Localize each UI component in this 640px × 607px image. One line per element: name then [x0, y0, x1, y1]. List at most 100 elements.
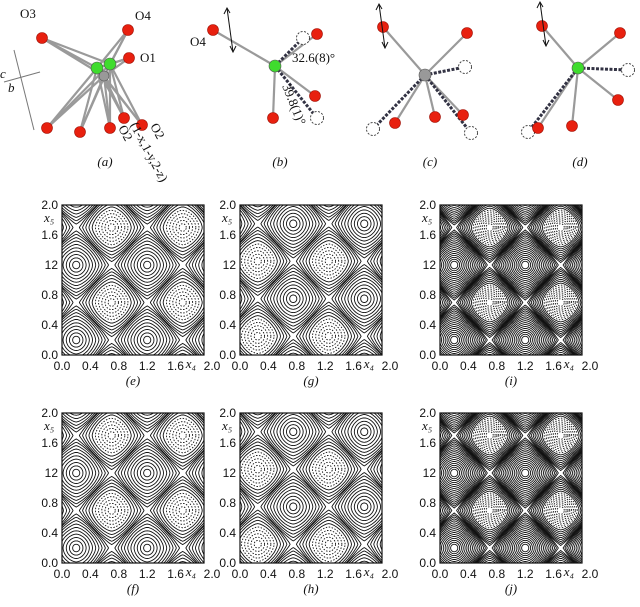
contour: [153, 271, 204, 334]
contour: [513, 460, 537, 486]
contour: [144, 394, 151, 402]
contour: [593, 186, 600, 193]
contour: [579, 332, 582, 348]
contour: [534, 413, 582, 464]
contour-plot: [62, 180, 204, 355]
contour: [69, 332, 84, 348]
contour: [532, 272, 582, 333]
contour: [515, 254, 535, 276]
contour: [556, 506, 565, 515]
contour: [549, 498, 573, 523]
contour: [564, 243, 582, 287]
contour: [104, 502, 119, 519]
contour: [585, 178, 607, 201]
bond: [96, 29, 129, 69]
contour: [556, 431, 565, 440]
contour: [114, 305, 181, 355]
contour: [277, 550, 310, 563]
contour: [527, 205, 582, 264]
contour: [521, 335, 530, 345]
contour: [373, 529, 382, 559]
vacant-site: [458, 60, 472, 74]
contour: [321, 328, 336, 344]
contour: [179, 582, 186, 590]
contour: [316, 380, 342, 408]
contour: [589, 257, 603, 272]
label: (a): [97, 154, 112, 169]
contour: [512, 177, 538, 204]
plot-frame: [61, 412, 205, 564]
contour: [519, 258, 532, 272]
bond: [103, 75, 143, 126]
contour: [440, 318, 475, 355]
contour: [279, 417, 307, 447]
contour: [480, 292, 500, 313]
contour: [273, 277, 314, 320]
contour: [247, 205, 269, 211]
label: 0.4: [82, 567, 99, 581]
contour: [396, 541, 403, 549]
contour: [387, 172, 413, 200]
contour: [62, 237, 103, 293]
contour: [491, 229, 559, 301]
contour: [593, 336, 600, 344]
contour: [393, 537, 407, 551]
contour: [568, 453, 582, 493]
contour: [447, 390, 461, 405]
contour: [519, 541, 532, 555]
label: (g): [303, 373, 318, 388]
contour: [143, 260, 152, 270]
contour: [491, 437, 559, 509]
label: (j): [505, 581, 517, 596]
contour: [91, 489, 132, 532]
contour: [442, 536, 466, 560]
contour: [37, 582, 44, 590]
contour: [554, 504, 567, 517]
contour: [62, 526, 97, 563]
contour: [504, 205, 546, 224]
contour: [379, 537, 382, 551]
vacant-site: [310, 111, 324, 125]
contour: [440, 312, 481, 355]
contour: [322, 205, 336, 208]
contour: [585, 461, 607, 484]
contour: [493, 231, 557, 299]
contour: [508, 247, 543, 283]
label: O4: [190, 34, 206, 49]
contour: [440, 231, 486, 299]
contour: [159, 413, 204, 460]
contour: [508, 413, 543, 426]
contour: [440, 528, 473, 563]
contour: [251, 413, 265, 416]
contour: [440, 247, 472, 283]
contour: [24, 568, 57, 602]
contour: [66, 180, 86, 201]
atom: [389, 117, 401, 129]
contour: [383, 244, 416, 279]
contour: [562, 317, 582, 355]
label: 0.4: [460, 567, 477, 581]
contour: [107, 298, 116, 307]
contour: [502, 524, 548, 563]
contour: [97, 342, 127, 355]
contour: [440, 526, 475, 563]
contour: [593, 261, 600, 269]
contour: [541, 282, 580, 323]
contour: [493, 514, 557, 563]
contour: [162, 414, 203, 457]
contour: [483, 504, 496, 517]
bond: [394, 74, 426, 124]
contour: [480, 425, 500, 446]
contour: [527, 266, 582, 339]
contour: [240, 434, 291, 504]
bond: [41, 36, 111, 66]
contour: [442, 205, 467, 212]
contour: [536, 276, 582, 329]
label: 12: [223, 466, 237, 480]
contour: [508, 205, 543, 218]
contour: [502, 449, 548, 497]
contour: [273, 413, 314, 453]
atom: [41, 122, 53, 134]
contour: [149, 205, 204, 263]
label: 0.4: [41, 318, 58, 332]
